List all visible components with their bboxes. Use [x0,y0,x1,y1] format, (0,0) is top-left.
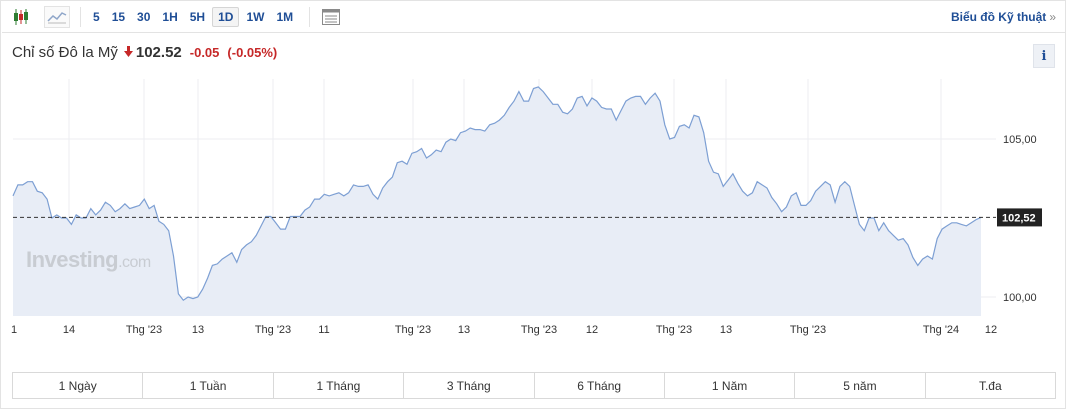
technical-chart-label: Biểu đồ Kỹ thuật [950,10,1047,24]
x-axis: 1 14 Thg '23 13 Thg '23 11 Thg '23 13 Thg '23 12 T… [11,324,997,336]
range-6-months[interactable]: 6 Tháng [535,373,665,398]
range-5-years[interactable]: 5 năm [795,373,926,398]
down-arrow-icon [123,45,133,60]
x-tick-label: 12 [586,324,598,336]
x-tick-label: Thg '23 [521,324,557,336]
interval-1w[interactable]: 1W [246,10,265,24]
price-chart[interactable]: 105,00 100,00 1 14 Thg '23 13 Thg '23 11 Thg '2… [1,1,1066,346]
interval-1h[interactable]: 1H [162,10,178,24]
investing-watermark: Investing.com [26,247,151,273]
price-change: -0.05 [189,45,220,60]
y-axis: 105,00 100,00 [1003,134,1037,304]
price-change-percent: (-0.05%) [227,45,278,60]
x-tick-label: Thg '23 [126,324,162,336]
x-tick-label: 13 [720,324,732,336]
layout-panel-icon[interactable] [320,7,342,27]
instrument-name: Chỉ số Đô la Mỹ [12,44,118,61]
double-chevron-icon: » [1049,10,1056,24]
line-chart-icon[interactable] [44,6,70,28]
instrument-header: Chỉ số Đô la Mỹ 102.52 -0.05 (-0.05%) [12,44,277,61]
x-tick-label: 11 [318,324,329,336]
x-tick-label: 12 [985,324,997,336]
x-tick-label: Thg '24 [923,324,959,336]
info-icon[interactable]: i [1033,44,1055,68]
chart-toolbar: 5 15 30 1H 5H 1D 1W 1M Biểu đồ Kỹ thuật» [2,2,1066,33]
price-area [13,86,981,317]
last-price: 102.52 [135,44,182,61]
interval-1d[interactable]: 1D [212,7,240,27]
range-max[interactable]: T.đa [978,378,1002,393]
candlestick-icon[interactable] [10,6,32,28]
range-1-day[interactable]: 1 Ngày [13,373,144,398]
current-price-label: 102,52 [1002,212,1036,224]
range-1-month[interactable]: 1 Tháng [274,373,405,398]
x-tick-label: 14 [63,324,75,336]
x-tick-label: Thg '23 [255,324,291,336]
toolbar-divider [309,7,311,27]
toolbar-divider [80,7,81,27]
interval-1m[interactable]: 1M [276,10,294,24]
interval-5h[interactable]: 5H [189,10,206,24]
x-tick-label: 1 [11,324,17,336]
current-price-tag: 102,52 [997,208,1042,227]
x-tick-label: 13 [192,324,204,336]
range-1-year[interactable]: 1 Năm [665,373,796,398]
x-tick-label: Thg '23 [395,324,431,336]
interval-15[interactable]: 15 [111,10,126,24]
range-3-months[interactable]: 3 Tháng [404,373,535,398]
technical-chart-link[interactable]: Biểu đồ Kỹ thuật» [951,10,1056,24]
interval-5[interactable]: 5 [93,10,100,24]
x-tick-label: 13 [458,324,470,336]
time-range-selector: 1 Ngày 1 Tuần 1 Tháng 3 Tháng 6 Tháng 1 … [12,372,1056,399]
interval-30[interactable]: 30 [137,10,151,24]
x-tick-label: Thg '23 [790,324,826,336]
y-tick-label: 105,00 [1003,134,1037,146]
range-1-week[interactable]: 1 Tuần [143,373,274,398]
watermark-suffix: .com [118,254,151,271]
watermark-brand: Investing [26,247,119,272]
x-tick-label: Thg '23 [656,324,692,336]
price-line [12,86,982,302]
y-tick-label: 100,00 [1003,292,1037,304]
